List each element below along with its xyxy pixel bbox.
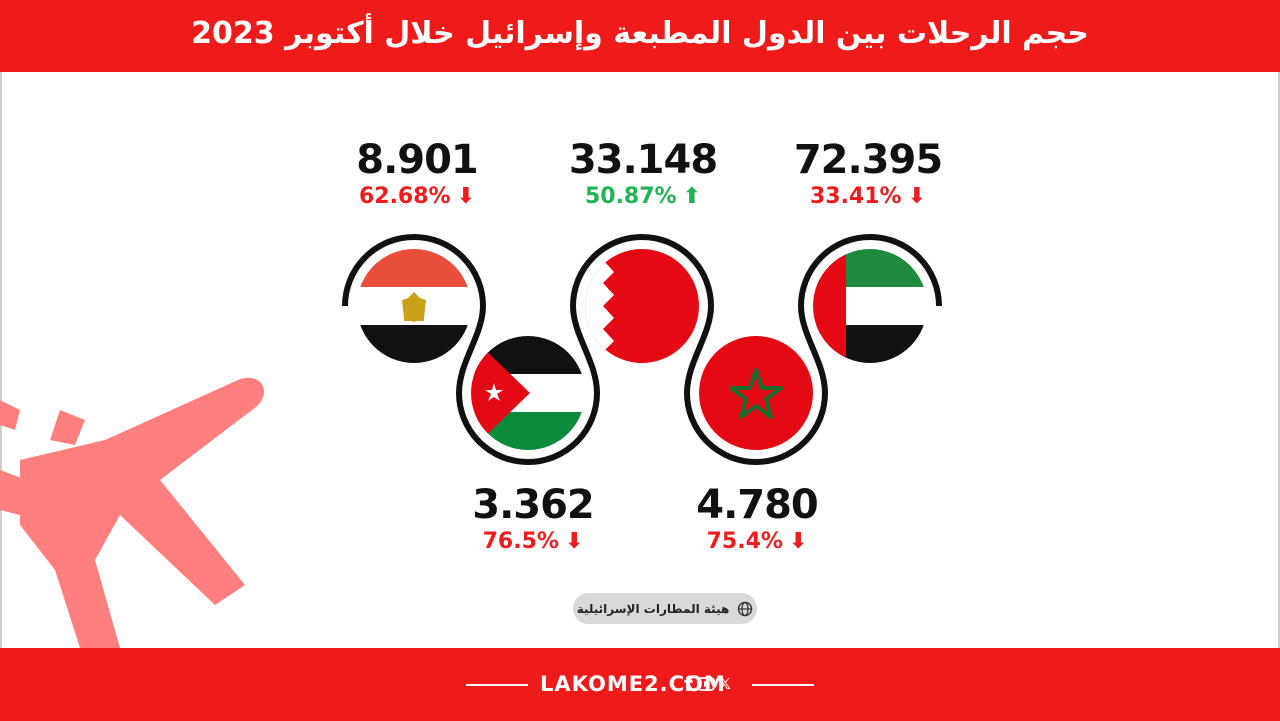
stat-change: 50.87% ⬆: [585, 183, 701, 211]
arrow-down-icon: ⬇: [456, 184, 476, 209]
globe-icon: [738, 601, 753, 616]
right-border: [1278, 72, 1280, 649]
egypt-flag: [357, 249, 471, 363]
source-label: هيئة المطارات الإسرائيلية: [576, 601, 730, 616]
footer-site-link[interactable]: LAKOME2.COM: [540, 672, 726, 696]
jordan-flag: [471, 336, 585, 450]
stat-value: 8.901: [356, 137, 479, 183]
stat-value: 33.148: [568, 137, 718, 183]
header-bar: حجم الرحلات بين الدول المطبعة وإسرائيل خ…: [0, 0, 1280, 72]
uae-flag: [813, 249, 927, 363]
eagle-emblem-icon: [402, 292, 426, 322]
star-icon: [485, 383, 503, 401]
stat-morocco: 4.780 75.4% ⬇: [657, 482, 857, 556]
chain-outline: [342, 234, 942, 465]
youtube-icon[interactable]: [696, 677, 715, 691]
footer-divider-left: [466, 684, 528, 686]
footer-divider-right: [752, 684, 814, 686]
percent-text: 33.41%: [809, 184, 902, 209]
stat-jordan: 3.362 76.5% ⬇: [433, 482, 633, 556]
stat-egypt: 8.901 62.68% ⬇: [317, 137, 517, 211]
percent-text: 62.68%: [358, 184, 451, 209]
footer-bar: LAKOME2.COM f 𝕏: [0, 648, 1280, 721]
stat-change: 33.41% ⬇: [810, 183, 926, 211]
percent-text: 75.4%: [706, 529, 783, 554]
facebook-icon[interactable]: f: [684, 672, 693, 696]
social-icons: f 𝕏: [684, 670, 731, 698]
left-border: [0, 72, 2, 649]
arrow-down-icon: ⬇: [564, 529, 584, 554]
pentagram-icon: [729, 368, 783, 419]
stat-value: 4.780: [696, 482, 819, 528]
page-title: حجم الرحلات بين الدول المطبعة وإسرائيل خ…: [191, 16, 1089, 51]
morocco-flag: [699, 336, 813, 450]
airplane-icon: [0, 377, 265, 648]
x-icon[interactable]: 𝕏: [718, 675, 731, 693]
stat-bahrain: 33.148 50.87% ⬆: [543, 137, 743, 211]
stat-change: 76.5% ⬇: [483, 528, 584, 556]
stat-value: 3.362: [472, 482, 595, 528]
arrow-down-icon: ⬇: [907, 184, 927, 209]
source-badge: هيئة المطارات الإسرائيلية: [573, 593, 757, 624]
bahrain-flag: [585, 249, 699, 363]
stat-change: 75.4% ⬇: [707, 528, 808, 556]
arrow-down-icon: ⬇: [788, 529, 808, 554]
stat-uae: 72.395 33.41% ⬇: [768, 137, 968, 211]
percent-text: 76.5%: [482, 529, 559, 554]
stat-value: 72.395: [793, 137, 943, 183]
stat-change: 62.68% ⬇: [359, 183, 475, 211]
arrow-up-icon: ⬆: [682, 184, 702, 209]
percent-text: 50.87%: [584, 184, 677, 209]
